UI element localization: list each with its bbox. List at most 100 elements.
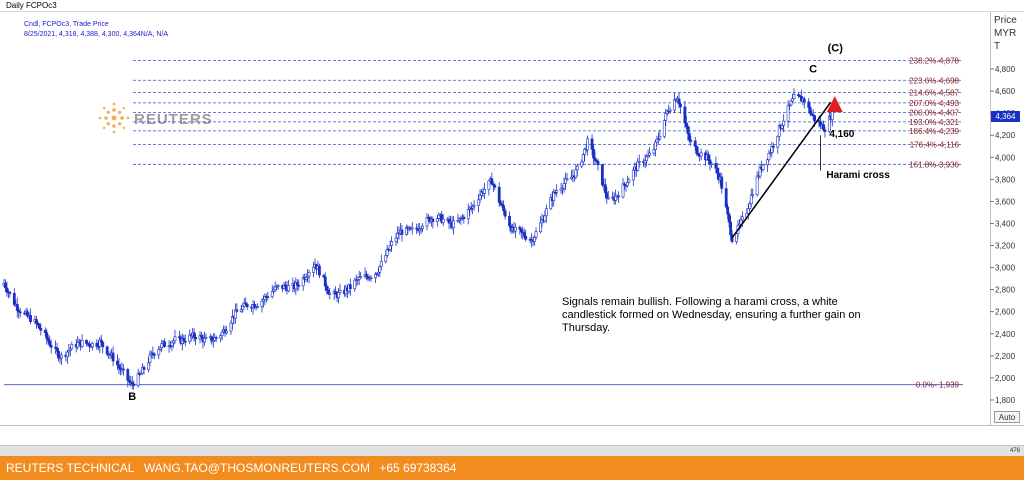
candle-body [4,282,7,289]
legend-ohlc: 8/25/2021, 4,318, 4,388, 4,300, 4,364N/A… [24,31,168,38]
footer-email: WANG.TAO@THOSMONREUTERS.COM [143,461,370,475]
candle-body [581,154,585,163]
candle-body [600,164,604,186]
reuters-watermark: REUTERS [134,111,213,128]
y-tick-label: 4,600 [995,87,1016,96]
y-tick-label: 3,800 [995,175,1016,184]
plot-area[interactable] [0,12,991,425]
fib-label: 161.8%-3,936 [909,160,959,169]
candle-body [384,255,388,262]
candle-body [441,218,445,223]
candle-body [605,192,609,199]
candle-body [771,146,775,148]
candle-body [35,319,38,324]
candle-body [435,218,439,222]
candle-body [152,353,156,356]
candle-body [312,266,315,273]
y-tick-label: 2,600 [995,308,1016,317]
candle-body [627,179,631,183]
candle-body [749,194,753,204]
candle-body [45,332,49,339]
candle-body [689,139,693,142]
candle-body [235,309,239,312]
candle-body [219,335,223,339]
price-chart[interactable]: 238.2%-4,878 223.6%-4,698 214.6%-4,587207.… [0,0,1024,445]
candle-body [802,98,806,103]
candle-body [99,339,103,343]
candle-body [241,305,245,310]
y-tick-label: 2,200 [995,352,1016,361]
candle-body [477,199,480,206]
candle-body [148,354,152,364]
y-tick-label: 4,800 [995,65,1016,74]
candle-body [617,195,620,198]
candle-body [626,182,629,186]
candle-body [807,101,811,108]
candle-body [679,103,682,108]
candle-body [643,160,647,164]
candle-body [334,291,338,295]
candle-body [220,331,224,336]
candle-body [295,282,299,286]
candle-body [686,126,690,134]
candle-body [65,351,69,358]
candle-body [662,120,666,137]
candle-body [452,220,455,228]
reuters-dots-icon [98,102,130,134]
candle-body [761,164,765,170]
y-tick-label: 2,800 [995,286,1016,295]
candle-body [325,285,329,291]
candle-body [431,218,435,222]
candle-body [648,152,651,156]
candle-body [37,324,41,329]
candle-body [751,194,755,197]
candle-body [276,285,280,287]
candle-body [603,184,607,193]
candle-body [95,342,99,347]
candle-body [699,152,703,157]
candle-body [39,327,43,331]
candle-body [15,304,19,311]
trendline [731,96,843,239]
candle-body [338,290,342,293]
candle-body [503,210,507,217]
candle-body [421,225,424,229]
candle-body [287,285,290,292]
candle-body [163,341,167,347]
candle-body [390,241,394,246]
candle-body [117,364,121,369]
fib-label: 193.0%-4,321 [909,118,959,127]
candle-body [580,161,584,167]
candle-body [524,236,528,240]
chart-scrollbar[interactable]: 476 [0,445,1024,456]
fib-levels: 238.2%-4,878 223.6%-4,698 214.6%-4,587207.… [4,56,963,390]
candle-body [693,140,697,147]
window-title: Daily FCPOc3 [0,0,1024,12]
candle-body [552,191,556,201]
candle-body [677,98,681,105]
candle-body [575,165,579,171]
y-tick-label: 3,600 [995,197,1016,206]
auto-scale-button[interactable]: Auto [994,411,1020,423]
candle-body [727,213,731,223]
candle-body [715,167,719,174]
candle-body [813,115,817,122]
candle-body [776,136,780,148]
footer-phone: +65 69738364 [379,461,457,475]
wave-label-C-outer: (C) [828,42,844,54]
candle-body [522,232,526,237]
candle-body [204,336,208,339]
fib-label: 176.4%-4,116 [910,140,960,149]
candle-body [543,215,547,222]
candle-body [786,105,790,122]
candle-body [410,227,414,230]
candle-body [687,133,691,141]
candle-body [70,343,74,350]
candle-body [490,178,494,185]
scroll-info: 476 [1009,448,1020,454]
candle-body [111,352,115,362]
candle-body [493,184,497,188]
fib-label: 238.2%-4,878 [909,56,959,65]
candle-body [637,160,641,163]
candle-body [348,284,352,290]
